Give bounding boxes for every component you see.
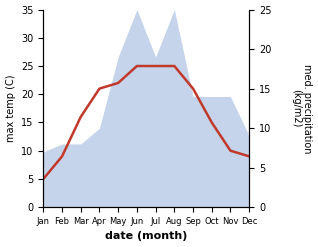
Y-axis label: max temp (C): max temp (C) [5,75,16,142]
Y-axis label: med. precipitation
(kg/m2): med. precipitation (kg/m2) [291,64,313,153]
X-axis label: date (month): date (month) [105,231,187,242]
